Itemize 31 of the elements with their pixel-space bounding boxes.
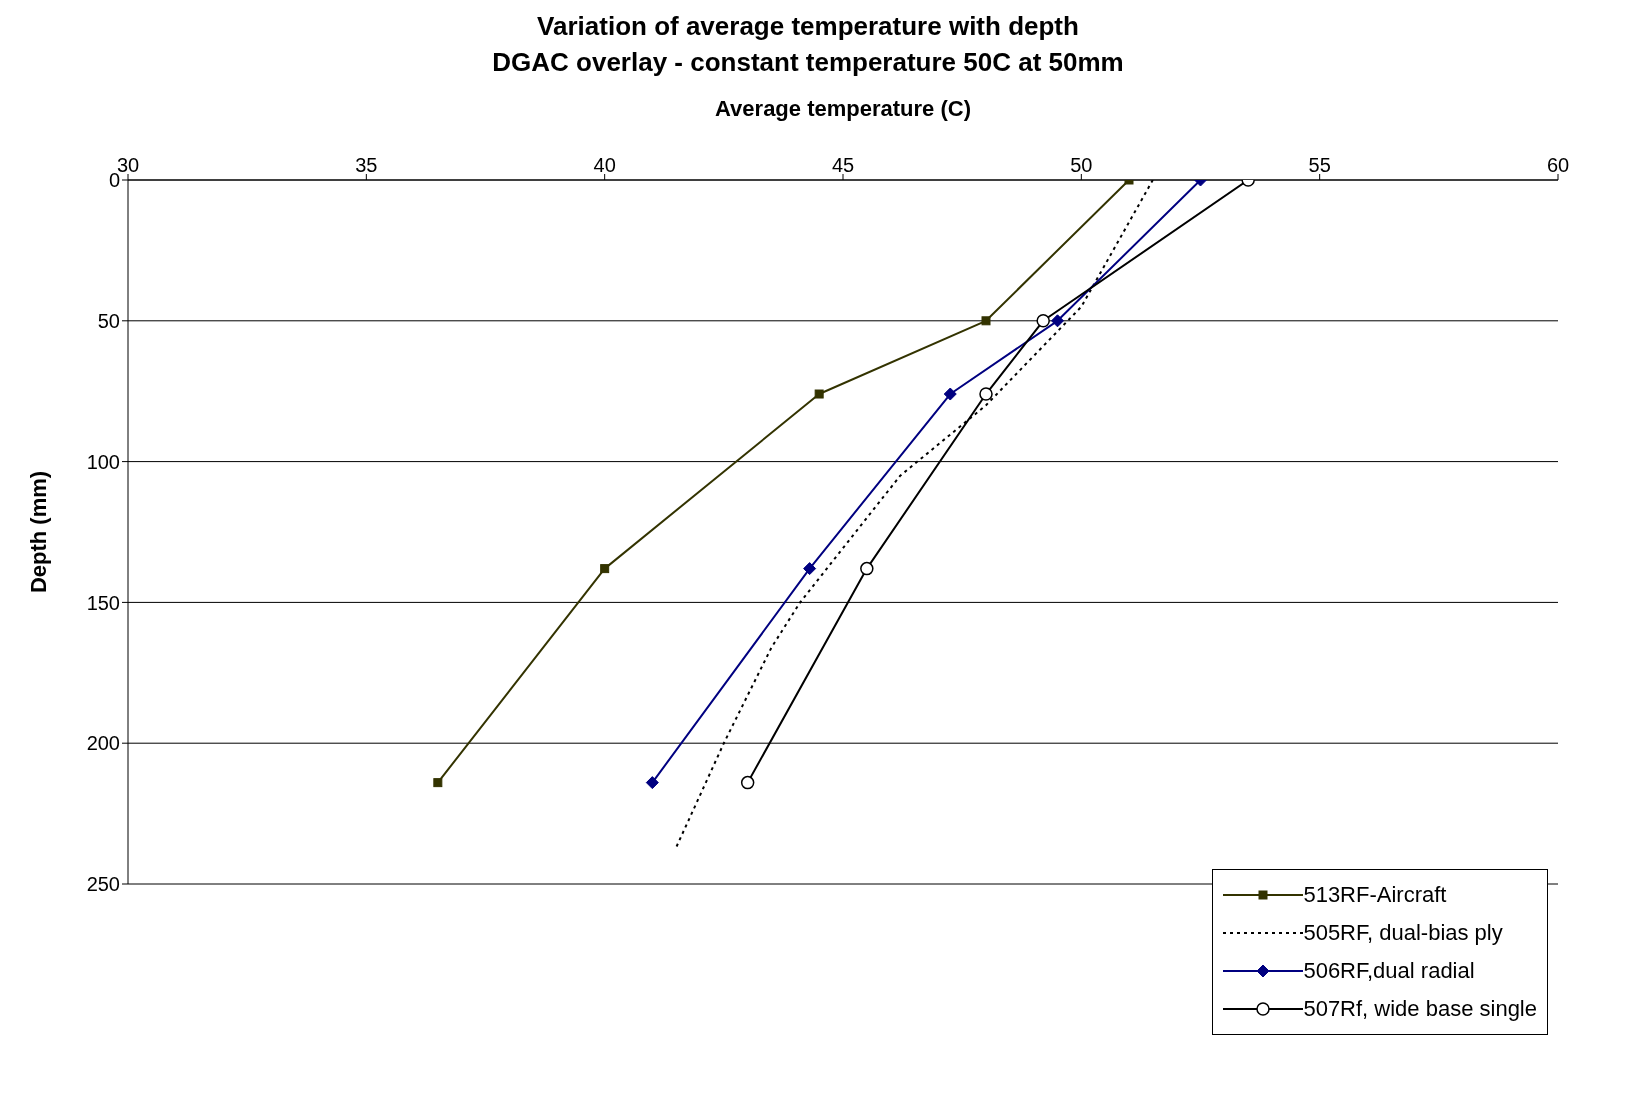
y-tick-label: 150 [86, 591, 120, 614]
x-tick-label: 45 [831, 154, 855, 176]
legend-label: 507Rf, wide base single [1303, 996, 1537, 1022]
point [1036, 314, 1050, 328]
point [740, 775, 755, 790]
point [814, 389, 824, 399]
point [943, 387, 957, 401]
point [433, 778, 443, 788]
chart-title: Variation of average temperature with depth [536, 10, 1080, 43]
y-tick-label: 100 [86, 450, 120, 473]
x-tick-label: 55 [1308, 154, 1331, 176]
y-tick-label: 250 [86, 873, 120, 896]
x-tick-label: 60 [1546, 154, 1570, 176]
y-tick-label: 200 [86, 732, 120, 755]
x-tick-label: 50 [1070, 154, 1093, 176]
point [1051, 314, 1064, 328]
chart-subtitle: DGAC overlay - constant temperature 50C at 50mm [491, 46, 1125, 79]
point [803, 562, 817, 576]
point [860, 561, 874, 576]
x-axis-title: Average temperature (C) [715, 95, 971, 121]
legend-label: 506RF,dual radial [1303, 958, 1475, 984]
y-axis-title: Depth (mm) [25, 470, 51, 594]
point [600, 564, 610, 574]
x-tick-label: 40 [593, 154, 616, 176]
y-tick-label: 50 [97, 309, 120, 332]
point [981, 316, 991, 326]
legend-label: 505RF, dual-bias ply [1303, 920, 1503, 946]
point [979, 387, 993, 401]
point [645, 776, 659, 790]
x-tick-label: 35 [355, 154, 378, 176]
legend-label: 513RF-Aircraft [1303, 882, 1447, 908]
